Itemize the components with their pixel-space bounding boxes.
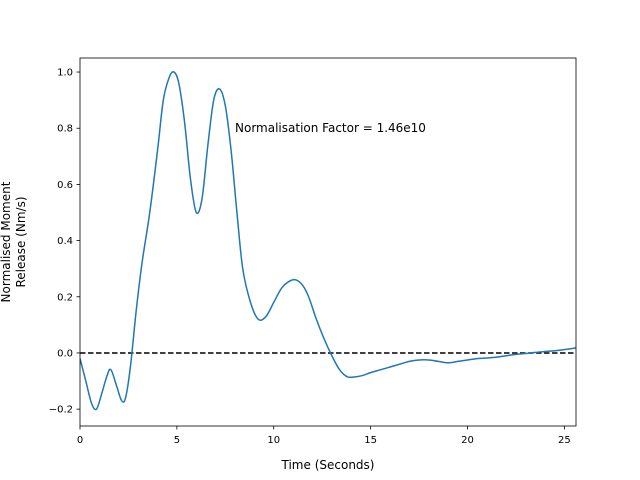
x-tick-label: 0 [77, 435, 83, 446]
y-tick-label: 0.0 [57, 348, 73, 359]
y-tick-label: −0.2 [49, 405, 73, 416]
y-axis-title-line: Release (Nm/s) [14, 196, 28, 287]
plot-layer: 0 5 10 15 20 25 −0.2 0.0 0.2 0.4 0.6 0.8 1.0 Time (Se… [0, 57, 577, 472]
y-tick-label: 1.0 [57, 68, 73, 79]
x-axis-title: Time (Seconds) [281, 458, 375, 472]
y-tick-label: 0.4 [57, 236, 73, 247]
series-line-0 [80, 71, 576, 411]
y-tick-label: 0.8 [57, 124, 73, 135]
y-axis-title: Normalised MomentRelease (Nm/s) [0, 181, 28, 302]
x-tick-label: 20 [461, 435, 474, 446]
axes-frame [79, 57, 577, 427]
x-tick-label: 15 [364, 435, 377, 446]
normalisation-factor-annotation: Normalisation Factor = 1.46e10 [235, 121, 426, 135]
x-tick-label: 10 [267, 435, 280, 446]
y-tick-label: 0.6 [57, 180, 73, 191]
y-axis-title-line: Normalised Moment [0, 181, 13, 302]
x-tick-label: 25 [558, 435, 571, 446]
x-tick-label: 5 [174, 435, 180, 446]
y-tick-label: 0.2 [57, 292, 73, 303]
